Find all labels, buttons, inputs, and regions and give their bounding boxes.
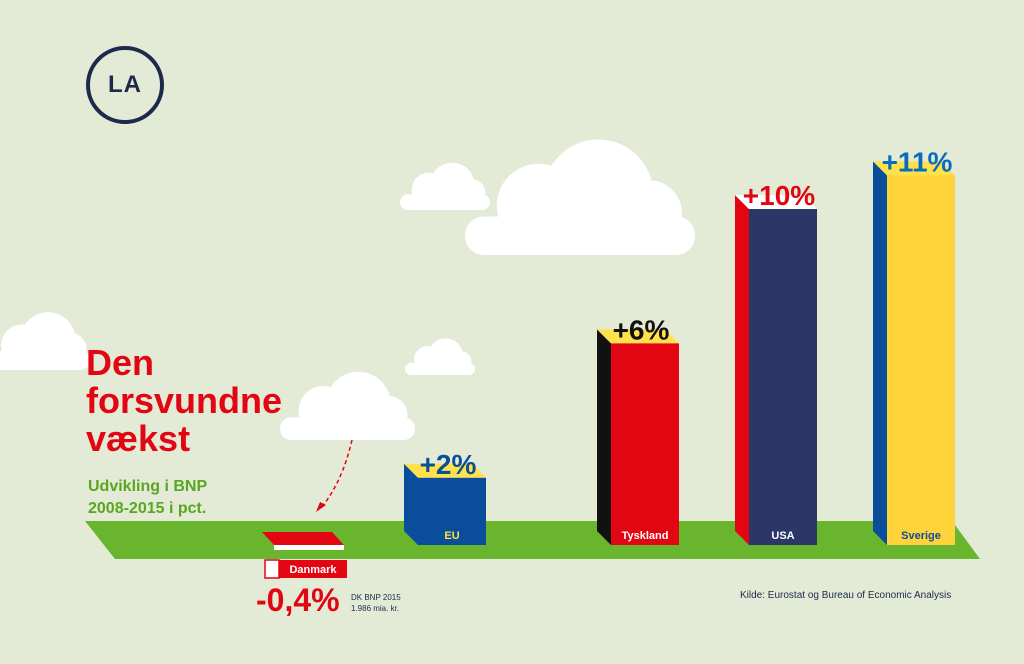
cloud-5: [280, 371, 415, 440]
bar-front-face: [418, 477, 486, 545]
danmark-arrow: [321, 439, 353, 508]
bar-side-danmark: [264, 559, 280, 579]
bar-label-bg-danmark: [279, 560, 347, 578]
bar-edge-danmark: [274, 545, 344, 550]
chart-title: Den forsvundne vækst: [86, 342, 283, 459]
bar-group: Danmark EU +2% Tyskland +6% USA +10% Sverige +11…: [262, 146, 955, 579]
bar-value-label: +11%: [882, 146, 953, 177]
bar-side-face: [404, 463, 418, 545]
cloud-puff: [450, 351, 472, 373]
cloud-puff: [458, 179, 486, 207]
bar-side-face: [597, 329, 611, 545]
bar-front-face: [749, 209, 817, 545]
source-note: Kilde: Eurostat og Bureau of Economic An…: [740, 590, 952, 601]
bar-top-face: [597, 329, 679, 344]
danmark-value-label: -0,4%: [256, 582, 340, 618]
bar-top-danmark: [262, 532, 344, 545]
bar-category-label: Tyskland: [622, 530, 669, 542]
bar-top-face: [735, 195, 817, 209]
cloud-2: [465, 139, 695, 255]
bar-side-face: [735, 195, 749, 545]
bar-top-face: [404, 463, 486, 478]
cloud-3: [0, 312, 90, 370]
cloud-1: [400, 162, 490, 210]
cloud-puff: [616, 180, 682, 247]
logo-text: LA: [108, 71, 142, 98]
bar-category-label: USA: [771, 530, 794, 542]
cloud-4: [405, 338, 475, 375]
bar-usa: USA +10%: [735, 180, 817, 545]
cloud-puff: [368, 395, 408, 435]
bar-top-face: [873, 161, 955, 176]
danmark-gdp-note: DK BNP 2015 1.986 mia. kr.: [351, 593, 401, 613]
chart-subtitle: Udvikling i BNP 2008-2015 i pct.: [88, 478, 208, 517]
bar-front-face: [611, 343, 679, 545]
bar-category-label: Danmark: [289, 564, 337, 576]
bar-value-label: +10%: [743, 180, 815, 211]
cloud-puff: [53, 332, 87, 366]
bar-tyskland: Tyskland +6%: [597, 314, 679, 545]
bar-category-label: EU: [444, 530, 459, 542]
cloud-decorations: [0, 139, 695, 440]
bar-side-face: [873, 161, 887, 545]
bar-value-label: +6%: [613, 314, 670, 345]
danmark-arrowhead: [316, 502, 326, 512]
bar-category-label: Sverige: [901, 530, 941, 542]
la-logo: LA: [86, 46, 164, 124]
bar-value-label: +2%: [420, 449, 477, 480]
ground-plane: [85, 521, 980, 559]
bar-eu: EU +2%: [404, 449, 486, 545]
bar-front-face: [887, 175, 955, 545]
bar-danmark: Danmark: [262, 532, 347, 579]
bar-sverige: Sverige +11%: [873, 146, 955, 545]
